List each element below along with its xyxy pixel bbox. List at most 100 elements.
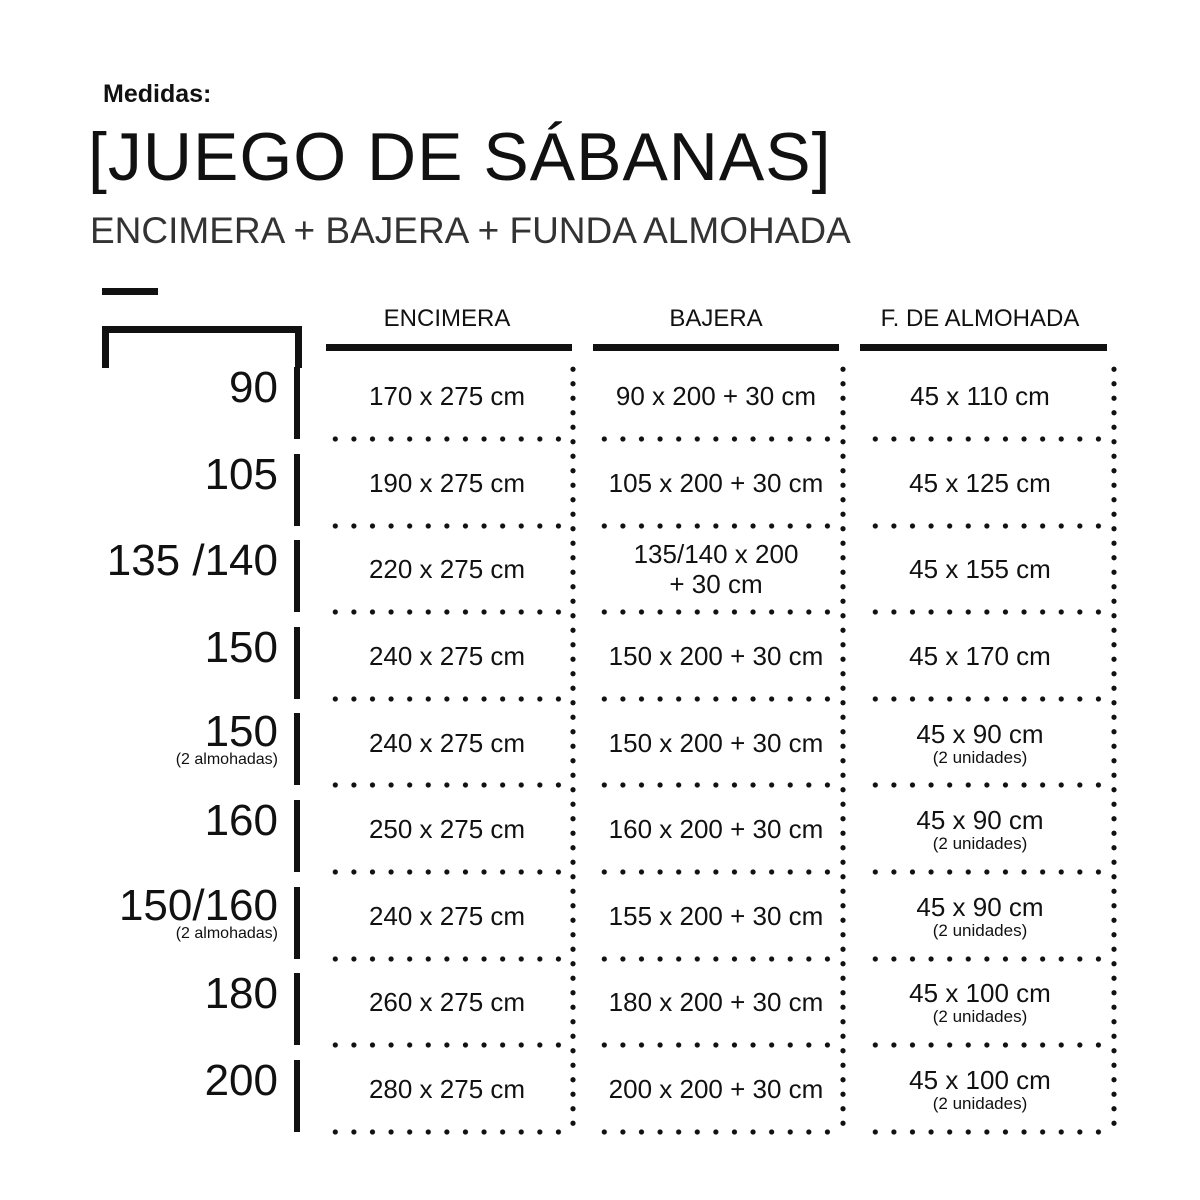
row-separator [294, 453, 300, 526]
bed-size: 105 [205, 450, 278, 500]
bed-size: 150 (2 almohadas) [176, 707, 278, 769]
cell-text: 160 x 200 + 30 cm [608, 814, 824, 845]
cell-encimera: 190 x 275 cm [324, 440, 570, 527]
cell-note: (2 unidades) [932, 747, 1028, 767]
bed-size-value: 150 [204, 622, 278, 672]
bed-size-note: (2 almohadas) [175, 924, 278, 942]
table-row: 150/160 (2 almohadas) 240 x 275 cm 155 x … [0, 873, 1200, 962]
cell-encimera: 240 x 275 cm [324, 873, 570, 960]
header-rule [860, 344, 1107, 351]
bed-size: 150/160 (2 almohadas) [119, 881, 278, 943]
row-divider [595, 1042, 835, 1049]
table-row: 160 250 x 275 cm 160 x 200 + 30 cm 45 x … [0, 786, 1200, 875]
row-divider [595, 869, 835, 875]
row-divider [595, 1128, 835, 1135]
bed-size: 90 [229, 363, 278, 413]
cell-text: 155 x 200 + 30 cm [608, 900, 824, 931]
page-subtitle: ENCIMERA + BAJERA + FUNDA ALMOHADA [90, 210, 851, 251]
cell-text: 180 x 200 + 30 cm [608, 987, 824, 1018]
cell-text: 45 x 110 cm [910, 381, 1050, 412]
row-divider [326, 436, 566, 442]
column-divider [1111, 362, 1117, 1132]
cell-text: 135/140 x 200 + 30 cm [633, 539, 799, 600]
cell-bajera: 90 x 200 + 30 cm [593, 353, 839, 440]
row-divider [326, 782, 566, 789]
cell-text: 150 x 200 + 30 cm [608, 727, 824, 758]
row-separator [294, 1059, 300, 1132]
cell-text: 200 x 200 + 30 cm [608, 1074, 824, 1105]
row-divider [326, 522, 566, 529]
row-separator [294, 367, 300, 439]
cell-encimera: 240 x 275 cm [324, 699, 570, 786]
cell-encimera: 170 x 275 cm [324, 353, 570, 440]
cell-bajera: 135/140 x 200 + 30 cm [593, 526, 839, 613]
cell-almohada: 45 x 100 cm (2 unidades) [857, 1046, 1103, 1133]
row-divider [326, 609, 566, 616]
bed-size-value: 135 /140 [106, 536, 278, 586]
cell-bajera: 180 x 200 + 30 cm [593, 959, 839, 1046]
cell-encimera: 280 x 275 cm [324, 1046, 570, 1133]
bed-size-value: 150 [204, 707, 278, 757]
cell-text: 105 x 200 + 30 cm [608, 467, 824, 498]
cell-almohada: 45 x 100 cm (2 unidades) [857, 959, 1103, 1046]
column-header-encimera: ENCIMERA [383, 305, 511, 332]
bed-size-value: 200 [204, 1055, 278, 1105]
table-row: 90 170 x 275 cm 90 x 200 + 30 cm 45 x 11… [0, 353, 1200, 442]
cell-almohada: 45 x 90 cm (2 unidades) [857, 699, 1103, 786]
cell-note: (2 unidades) [932, 1007, 1028, 1027]
row-divider [595, 436, 835, 442]
row-divider [866, 1128, 1106, 1135]
cell-text: 190 x 275 cm [368, 467, 526, 498]
cell-almohada: 45 x 125 cm [857, 440, 1103, 527]
row-divider [326, 869, 566, 875]
bed-icon [102, 288, 302, 368]
bed-size-value: 90 [229, 363, 278, 412]
row-divider [326, 955, 566, 962]
row-divider [866, 522, 1106, 529]
row-divider [326, 1042, 566, 1049]
row-separator [294, 886, 300, 959]
row-divider [595, 522, 835, 529]
bed-size-value: 160 [204, 796, 278, 845]
row-separator [294, 626, 300, 699]
cell-text: 260 x 275 cm [368, 987, 526, 1018]
cell-bajera: 160 x 200 + 30 cm [593, 786, 839, 873]
table-row: 180 260 x 275 cm 180 x 200 + 30 cm 45 x … [0, 959, 1200, 1049]
cell-text: 250 x 275 cm [368, 814, 526, 845]
column-header-almohada: F. DE ALMOHADA [880, 305, 1080, 332]
table-row: 200 280 x 275 cm 200 x 200 + 30 cm 45 x … [0, 1046, 1200, 1135]
cell-text: 45 x 155 cm [909, 554, 1051, 585]
cell-encimera: 250 x 275 cm [324, 786, 570, 873]
bed-size-value: 105 [204, 449, 278, 499]
row-divider [866, 782, 1106, 789]
bed-size-value: 180 [204, 969, 278, 1019]
row-divider [866, 609, 1106, 616]
cell-text: 170 x 275 cm [368, 381, 526, 412]
cell-almohada: 45 x 90 cm (2 unidades) [857, 786, 1103, 873]
column-header-bajera: BAJERA [669, 305, 763, 332]
cell-encimera: 240 x 275 cm [324, 613, 570, 700]
cell-bajera: 155 x 200 + 30 cm [593, 873, 839, 960]
row-divider [866, 1042, 1106, 1049]
cell-bajera: 105 x 200 + 30 cm [593, 440, 839, 527]
cell-note: (2 unidades) [932, 834, 1028, 854]
cell-bajera: 150 x 200 + 30 cm [593, 699, 839, 786]
header-rule [326, 344, 572, 351]
cell-text: 150 x 200 + 30 cm [608, 641, 824, 672]
cell-text: 45 x 90 cm [916, 805, 1044, 836]
cell-bajera: 200 x 200 + 30 cm [593, 1046, 839, 1133]
cell-text: 45 x 100 cm [909, 1065, 1051, 1096]
cell-text: 240 x 275 cm [368, 727, 526, 758]
header-rule [593, 344, 839, 351]
row-divider [866, 869, 1106, 875]
cell-text: 45 x 125 cm [909, 467, 1051, 498]
bed-size: 180 [205, 969, 278, 1019]
cell-text: 45 x 90 cm [916, 891, 1044, 922]
row-divider [595, 782, 835, 789]
medidas-label: Medidas: [103, 80, 212, 108]
row-separator [294, 713, 300, 786]
column-divider [570, 362, 576, 1132]
row-divider [595, 609, 835, 616]
cell-almohada: 45 x 155 cm [857, 526, 1103, 613]
cell-almohada: 45 x 90 cm (2 unidades) [857, 873, 1103, 960]
